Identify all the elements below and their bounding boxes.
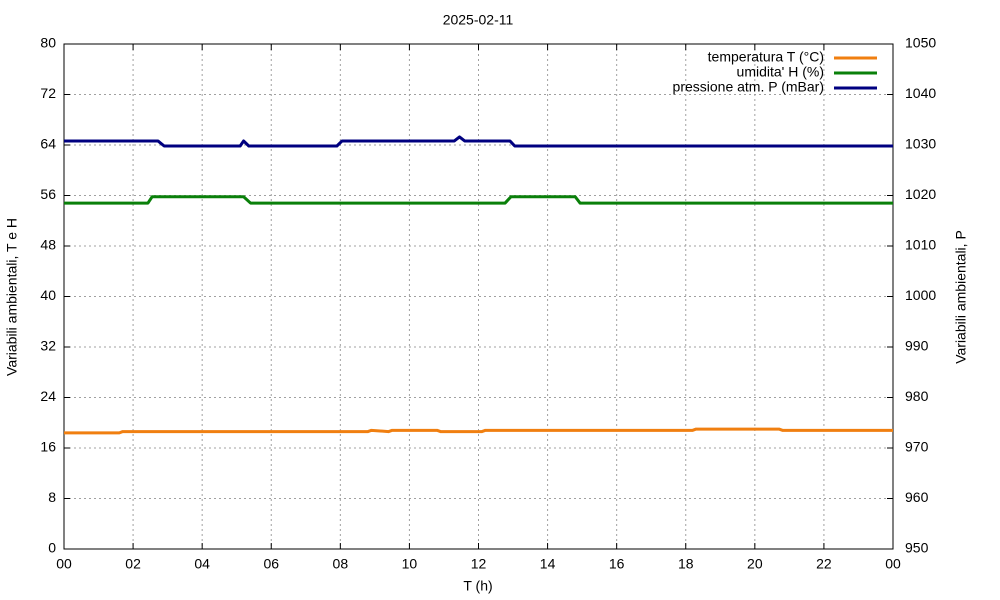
y2-tick-label: 1000	[905, 287, 936, 303]
x-tick-label: 06	[263, 556, 279, 572]
y2-tick-label: 950	[905, 540, 929, 556]
y2-tick-label: 1030	[905, 136, 936, 152]
x-tick-label: 00	[885, 556, 901, 572]
y-tick-label: 24	[40, 388, 56, 404]
x-tick-label: 00	[56, 556, 72, 572]
y-tick-label: 80	[40, 35, 56, 51]
y2-axis-label: Variabili ambientali, P	[953, 230, 969, 364]
series-line	[64, 195, 893, 205]
y-tick-label: 48	[40, 237, 56, 253]
y-tick-label: 72	[40, 85, 56, 101]
x-tick-label: 18	[678, 556, 694, 572]
y2-tick-label: 1020	[905, 186, 936, 202]
y2-tick-label: 970	[905, 439, 929, 455]
y2-tick-label: 980	[905, 388, 929, 404]
y-tick-label: 0	[48, 540, 56, 556]
chart-title: 2025-02-11	[443, 12, 514, 28]
legend-label: temperatura T (°C)	[708, 49, 824, 65]
y-tick-label: 16	[40, 439, 56, 455]
y-axis-label: Variabili ambientali, T e H	[4, 218, 20, 376]
x-tick-label: 08	[333, 556, 349, 572]
x-tick-label: 04	[194, 556, 210, 572]
x-tick-label: 14	[540, 556, 556, 572]
x-tick-label: 22	[816, 556, 832, 572]
legend-label: umidita' H (%)	[737, 64, 824, 80]
y2-tick-label: 1010	[905, 237, 936, 253]
x-tick-label: 16	[609, 556, 625, 572]
legend-label: pressione atm. P (mBar)	[673, 79, 824, 95]
y-tick-label: 56	[40, 186, 56, 202]
y-tick-label: 40	[40, 287, 56, 303]
x-tick-label: 20	[747, 556, 763, 572]
y2-tick-label: 990	[905, 338, 929, 354]
x-tick-label: 12	[471, 556, 487, 572]
series-line	[64, 135, 893, 148]
series-line	[64, 427, 893, 435]
x-tick-label: 10	[402, 556, 418, 572]
y2-tick-label: 960	[905, 489, 929, 505]
plot-frame	[63, 43, 894, 550]
x-tick-label: 02	[125, 556, 141, 572]
y2-tick-label: 1040	[905, 85, 936, 101]
y2-tick-label: 1050	[905, 35, 936, 51]
y-tick-label: 8	[48, 489, 56, 505]
y-tick-label: 32	[40, 338, 56, 354]
x-axis-label: T (h)	[463, 578, 492, 594]
y-tick-label: 64	[40, 136, 56, 152]
